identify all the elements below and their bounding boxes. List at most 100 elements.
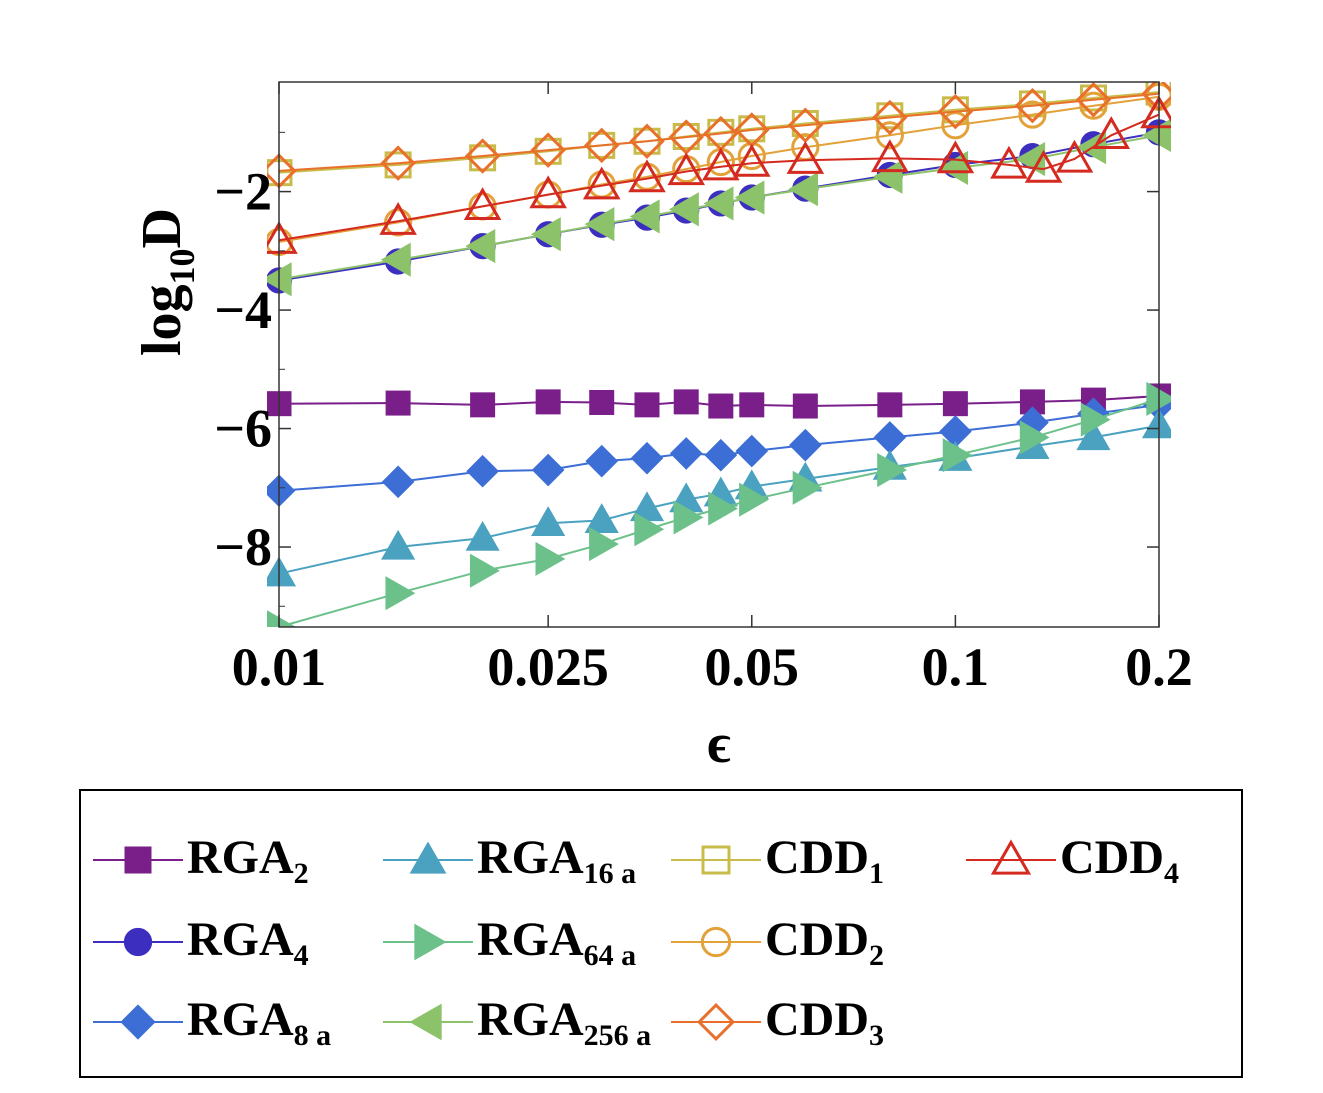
legend-item-rga64a: RGA64 a — [383, 907, 636, 977]
data-point — [380, 242, 411, 277]
data-point — [583, 127, 620, 164]
data-point — [732, 143, 771, 177]
data-point — [381, 529, 416, 560]
legend: RGA2 RGA4 RGA8 a RGA16 a RGA64 a RGA256 a CDD1… — [79, 789, 1243, 1078]
data-point — [1079, 91, 1108, 120]
data-point — [703, 186, 734, 221]
data-point — [877, 452, 908, 488]
y-tick-label: −8 — [214, 517, 272, 577]
data-point — [588, 131, 616, 159]
series-rga-2 — [267, 383, 1171, 419]
data-point — [585, 444, 619, 478]
data-point — [667, 152, 706, 186]
legend-marker — [990, 839, 1032, 875]
legend-swatch — [671, 1002, 761, 1042]
data-point — [589, 389, 615, 415]
data-point — [673, 500, 704, 535]
legend-marker — [696, 1002, 736, 1042]
x-axis-label: ϵ — [707, 713, 731, 775]
data-point — [669, 192, 699, 227]
data-point — [633, 127, 661, 155]
data-point — [466, 454, 499, 488]
data-point — [1075, 82, 1112, 118]
legend-label: CDD4 — [1060, 830, 1179, 890]
data-point — [786, 140, 825, 174]
data-point — [379, 201, 417, 235]
data-point — [1018, 100, 1047, 129]
data-point — [385, 390, 411, 416]
data-point — [381, 465, 415, 499]
series-cdd-4 — [267, 95, 1171, 254]
legend-marker — [409, 1003, 442, 1041]
data-point — [787, 107, 824, 143]
data-point — [1024, 149, 1063, 183]
data-point — [739, 482, 769, 517]
legend-marker — [120, 1004, 156, 1040]
legend-swatch — [383, 923, 473, 961]
data-point — [267, 610, 297, 627]
data-point — [634, 512, 665, 547]
data-point — [872, 99, 908, 136]
y-tick-label: −2 — [214, 162, 272, 222]
legend-item-rga8a: RGA8 a — [93, 987, 331, 1057]
y-tick-label: −6 — [214, 399, 272, 459]
data-point — [937, 93, 974, 130]
data-point — [529, 175, 567, 209]
data-point — [789, 428, 822, 462]
data-point — [380, 145, 416, 181]
legend-label: CDD1 — [765, 830, 884, 890]
legend-marker — [701, 845, 731, 875]
data-point — [535, 541, 566, 576]
data-point — [630, 441, 664, 475]
legend-item-cdd1: CDD1 — [671, 825, 884, 895]
series-line — [278, 92, 1160, 172]
legend-marker — [123, 927, 153, 957]
legend-label: RGA16 a — [477, 830, 637, 890]
data-point — [1055, 139, 1094, 173]
y-axis-label-main: log — [131, 284, 193, 356]
data-point — [702, 147, 740, 181]
legend-swatch — [93, 846, 183, 874]
data-point — [875, 121, 904, 150]
legend-label: RGA4 — [187, 912, 309, 972]
legend-marker — [124, 846, 152, 874]
data-point — [634, 392, 660, 418]
data-point — [629, 199, 660, 234]
data-point — [629, 123, 665, 159]
data-point — [584, 207, 615, 242]
data-point — [1092, 116, 1131, 149]
y-axis-label-tail: D — [131, 208, 193, 248]
x-tick-label: 0.2 — [1125, 637, 1193, 697]
data-point — [704, 438, 738, 472]
data-point — [788, 172, 818, 207]
legend-marker — [700, 926, 732, 958]
data-point — [1014, 87, 1051, 124]
data-point — [465, 229, 496, 264]
data-point — [1019, 420, 1050, 455]
data-point — [531, 453, 565, 487]
legend-swatch — [93, 927, 183, 957]
x-tick-label: 0.01 — [232, 637, 327, 697]
data-point — [941, 111, 970, 140]
data-point — [792, 393, 818, 419]
plot-frame — [278, 81, 1160, 628]
legend-item-cdd4: CDD4 — [966, 825, 1179, 895]
data-point — [872, 159, 903, 194]
data-point — [877, 392, 903, 418]
series-line — [278, 91, 1160, 174]
data-point — [531, 506, 566, 536]
x-tick-label: 0.05 — [705, 637, 800, 697]
data-point — [735, 434, 769, 468]
legend-swatch — [671, 926, 761, 958]
data-point — [669, 437, 703, 470]
data-point — [936, 140, 975, 174]
data-point — [584, 503, 619, 534]
data-point — [530, 217, 561, 252]
data-point — [469, 553, 500, 588]
data-point — [464, 138, 501, 174]
data-point — [463, 187, 502, 221]
legend-item-cdd2: CDD2 — [671, 907, 884, 977]
legend-marker — [414, 923, 447, 961]
y-axis-label: log10D — [131, 208, 202, 356]
tick-layer: 0.01 0.025 0.05 0.1 0.2 −2 −4 −6 −8 — [214, 82, 1193, 697]
